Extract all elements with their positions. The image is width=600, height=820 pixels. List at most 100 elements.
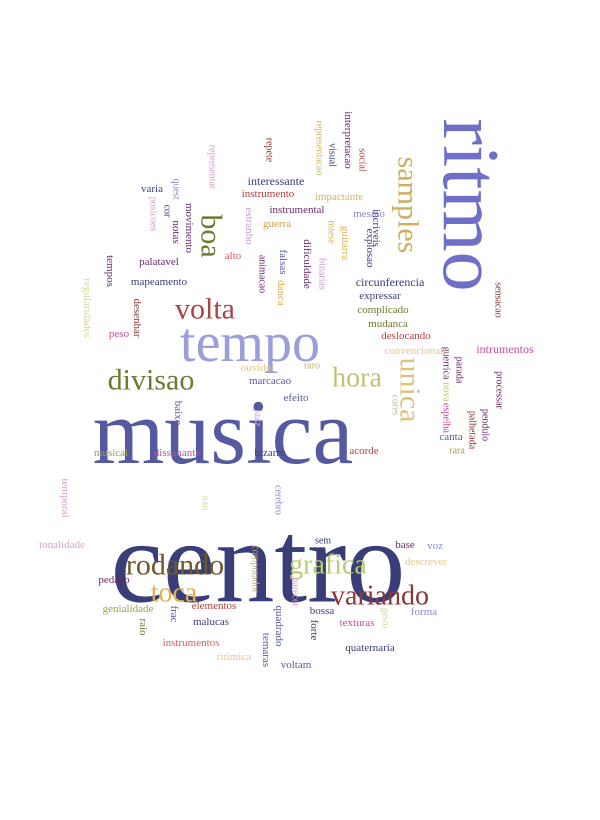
word-regularidades: regularidades bbox=[81, 278, 93, 337]
word-palhetada: palhetada bbox=[467, 411, 478, 450]
word-visual: visual bbox=[327, 143, 338, 167]
word-sensacao: sensacao bbox=[493, 282, 504, 318]
word-expressar: expressar bbox=[359, 290, 401, 302]
word-frac: frac bbox=[168, 605, 180, 622]
word-instrumentos: instrumentos bbox=[163, 637, 220, 649]
word-malucas: malucas bbox=[193, 616, 229, 628]
word-nao: nao bbox=[200, 496, 211, 510]
word-palatavel: palatavel bbox=[139, 256, 179, 268]
word-genialidade: genialidade bbox=[103, 603, 154, 615]
word-temporal: temporal bbox=[59, 478, 71, 517]
word-sem: sem bbox=[315, 536, 331, 547]
word-falsas: falsas bbox=[277, 249, 289, 274]
word-texturas: texturas bbox=[340, 617, 375, 629]
word-peso: peso bbox=[109, 328, 130, 340]
word-guerra: guerra bbox=[263, 218, 291, 230]
word-processar: processar bbox=[494, 371, 505, 409]
word-tempo: tempo bbox=[180, 312, 320, 374]
word-centro: centro bbox=[111, 497, 406, 628]
word-bossa: bossa bbox=[310, 605, 335, 617]
word-explosao: explosao bbox=[364, 228, 376, 268]
word-dificuldade: dificuldade bbox=[301, 239, 313, 289]
word-forte: forte bbox=[308, 620, 320, 641]
word-rodando: rodando bbox=[126, 549, 224, 582]
word-quaternaria: quaternaria bbox=[345, 642, 395, 654]
word-representar: representar bbox=[207, 145, 218, 190]
word-incriveis: incriveis bbox=[370, 209, 382, 247]
word-movimento: movimento bbox=[183, 203, 195, 254]
word-alto: alto bbox=[225, 250, 242, 262]
word-mtese: mtese bbox=[326, 220, 337, 244]
word-desenhar: desenhar bbox=[131, 298, 143, 337]
word-mapeamento: mapeamento bbox=[131, 276, 188, 288]
word-boa: boa bbox=[195, 214, 228, 257]
word-forma: forma bbox=[411, 606, 437, 618]
word-impactante: impactante bbox=[315, 191, 363, 203]
word-acorde: acorde bbox=[349, 445, 378, 457]
word-voltam: voltam bbox=[281, 659, 312, 671]
word-baixo: baixo bbox=[172, 401, 184, 426]
word-social: social bbox=[357, 148, 368, 172]
word-elementos: elementos bbox=[192, 600, 237, 612]
word-estranho: estranho bbox=[243, 207, 255, 245]
word-variando: variando bbox=[331, 581, 429, 612]
word-mudanca: mudanca bbox=[368, 318, 408, 330]
word-instrumental: instrumental bbox=[270, 204, 325, 216]
word-intrumentos: intrumentos bbox=[476, 342, 534, 356]
word-instrumento: instrumento bbox=[242, 188, 295, 200]
word-samples: samples bbox=[392, 157, 425, 254]
word-complicado: complicado bbox=[357, 304, 409, 316]
word-temaras: temaras bbox=[260, 633, 272, 667]
word-divisao: divisao bbox=[108, 364, 195, 397]
word-ritimica: ritimica bbox=[217, 651, 251, 663]
word-volta: volta bbox=[175, 293, 235, 326]
word-gesto: gesto bbox=[380, 607, 391, 628]
word-quadrado: quadrado bbox=[273, 606, 285, 647]
word-espelha: espelha bbox=[441, 403, 452, 434]
word-base: base bbox=[395, 539, 415, 551]
word-efeito: efeito bbox=[283, 392, 309, 404]
word-interessante: interessante bbox=[248, 174, 305, 188]
word-grafica: grafica bbox=[289, 550, 367, 581]
word-toca: toca bbox=[151, 578, 198, 609]
word-cores: cores bbox=[390, 394, 401, 415]
word-voz: voz bbox=[427, 540, 443, 552]
word-danca: danca bbox=[275, 280, 287, 306]
word-representacao: representacao bbox=[314, 121, 325, 176]
word-mesmo: mesmo bbox=[353, 208, 385, 220]
word-raio: raio bbox=[137, 618, 149, 636]
word-unica: unica bbox=[394, 358, 427, 423]
word-hora: hora bbox=[332, 363, 382, 394]
word-tempos: tempos bbox=[104, 255, 116, 287]
word-dissonante: dissonante bbox=[154, 447, 201, 459]
word-parecer: parecer bbox=[290, 577, 301, 607]
word-varia: varia bbox=[141, 183, 163, 195]
word-nova: nova bbox=[441, 382, 452, 402]
word-posicoes: posicoes bbox=[148, 197, 159, 232]
word-rara: rara bbox=[449, 446, 465, 457]
word-quest: quest bbox=[171, 178, 182, 199]
word-musical: musical bbox=[94, 447, 128, 459]
word-cerebro: cerebro bbox=[273, 485, 284, 515]
word-binarias: binarias bbox=[317, 258, 328, 290]
word-animacao: animacao bbox=[257, 255, 268, 293]
word-computador: computador bbox=[250, 545, 261, 593]
word-circunferencia: circunferencia bbox=[356, 275, 425, 289]
word-guerrica: guerrica bbox=[441, 347, 452, 380]
word-raro: raro bbox=[304, 361, 320, 372]
word-interpretacao: interpretacao bbox=[342, 111, 354, 169]
word-jazz: jazz bbox=[252, 408, 264, 427]
word-musica: musica bbox=[93, 381, 354, 483]
word-bizarro: bizarro bbox=[254, 447, 286, 459]
word-guitarra: guitarra bbox=[339, 226, 351, 260]
word-deslocando: deslocando bbox=[381, 330, 431, 342]
word-convencionais: convencionais bbox=[385, 345, 448, 357]
word-repete: repete bbox=[264, 138, 275, 163]
word-ouvido: ouvido bbox=[241, 362, 272, 374]
word-cor: cor bbox=[162, 205, 173, 218]
word-canta: canta bbox=[439, 431, 462, 443]
word-descrever: descrever bbox=[405, 556, 447, 568]
word-parada: parada bbox=[454, 357, 465, 384]
word-pendulo: pendulo bbox=[480, 409, 491, 441]
